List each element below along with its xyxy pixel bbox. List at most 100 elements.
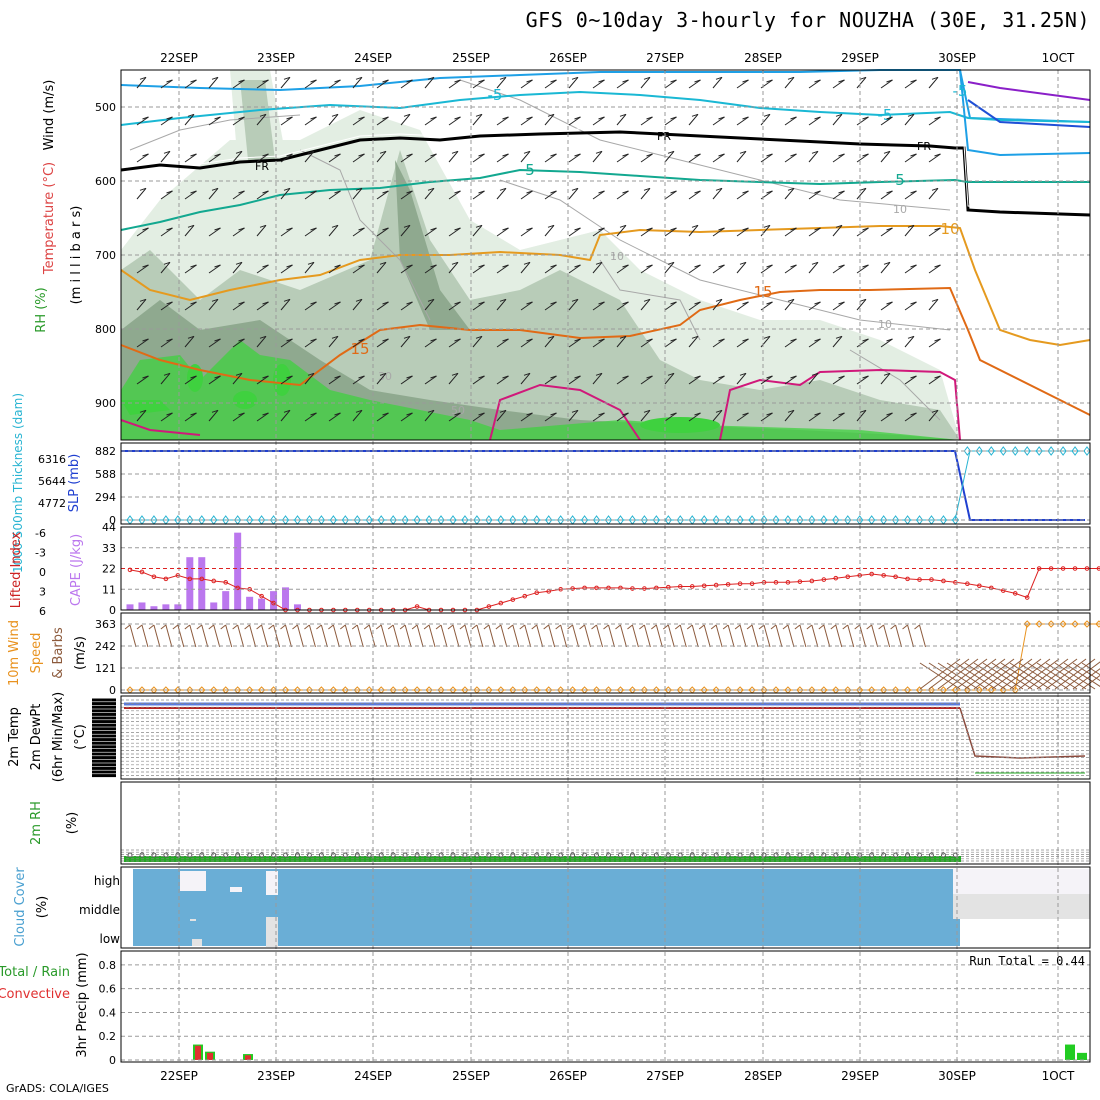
lifted-index-point [821, 577, 827, 582]
wind-speed-point [903, 686, 912, 694]
rh2m-point [558, 852, 564, 858]
wind-barb [136, 298, 147, 311]
wind-barb-10m [1045, 658, 1087, 690]
thickness-marker [1071, 446, 1079, 456]
wind-barb [382, 301, 389, 305]
wind-barb [862, 227, 869, 231]
wind-barb [160, 301, 173, 311]
wind-barb [640, 264, 653, 274]
wind-barb [880, 338, 893, 348]
y-tick-label: 700 [95, 249, 116, 262]
wind-barb-10m [763, 624, 771, 648]
wind-barb [256, 153, 269, 163]
date-label-bottom: 26SEP [549, 1069, 587, 1083]
wind-barb [448, 412, 461, 422]
wind-barb [712, 187, 723, 200]
wind-barb-10m [973, 658, 1015, 690]
wind-barb [595, 261, 603, 265]
rh2m-point [510, 852, 516, 858]
wind-barb-10m [136, 624, 143, 630]
wind-barb [448, 190, 461, 200]
y-tick-label: 11 [102, 583, 116, 596]
wind-barb [238, 190, 245, 194]
wind-barb [907, 113, 915, 117]
wind-barb [670, 338, 677, 342]
slp-line [121, 450, 1085, 521]
wind-barb [400, 264, 413, 274]
wind-barb [904, 412, 917, 422]
wind-barb [856, 264, 869, 274]
wind-barb [304, 338, 317, 348]
thickness-marker [162, 515, 170, 525]
wind-barb [832, 412, 845, 422]
wind-barb [646, 264, 653, 268]
wind-barb-10m [423, 624, 430, 630]
wind-barb [643, 409, 651, 413]
wind-barb [571, 76, 579, 80]
wind-barb-10m [404, 624, 412, 648]
wind-barb [235, 261, 243, 265]
wind-barb [430, 116, 437, 120]
wind-barb [427, 76, 435, 80]
wind-barb [139, 409, 147, 413]
temp-contour-5 [120, 168, 1090, 231]
wind-ylabel-c: & Barbs [51, 627, 66, 679]
wind-barb [568, 338, 581, 348]
wind-barb [856, 338, 869, 348]
wind-barb-10m [847, 624, 855, 648]
wind-barb [454, 227, 461, 231]
wind-barb [163, 150, 171, 154]
wind-barb [832, 153, 845, 163]
rh2m-point [438, 852, 444, 858]
wind-barb-10m [722, 624, 729, 630]
wind-barb [592, 372, 603, 385]
wind-barb [736, 372, 747, 385]
cloud-cover-area [953, 869, 1090, 894]
y-tick-label: 600 [95, 175, 116, 188]
wind-speed-point [413, 686, 421, 694]
cape-bar [222, 591, 230, 610]
wind-barb [904, 113, 915, 126]
cape-bar [126, 604, 134, 610]
wind-barb [256, 301, 269, 311]
wind-barb [184, 264, 197, 274]
wind-barb-10m [691, 624, 699, 648]
rh2m-point [629, 852, 635, 858]
wind-barb [256, 113, 267, 126]
wind-barb [712, 298, 723, 311]
wind-barb [547, 335, 555, 339]
wind-barb [904, 79, 917, 89]
wind-barb-10m [519, 624, 526, 630]
wind-barb [856, 375, 869, 385]
wind-barb-10m [591, 624, 597, 630]
thickness-marker [748, 515, 756, 525]
wind-barb [712, 153, 725, 163]
wind-barb-10m [184, 624, 191, 630]
wind-barb [787, 187, 795, 191]
wind-barb-10m [129, 624, 137, 648]
wind-barb-10m [1009, 658, 1051, 690]
wind-barb [688, 153, 701, 163]
wind-barb [454, 338, 461, 342]
wind-barb [742, 227, 749, 231]
wind-barb [328, 375, 341, 385]
wind-barb-10m [698, 624, 705, 630]
wind-barb [931, 76, 939, 80]
cape-bar [282, 587, 290, 610]
rh2m-point [534, 852, 540, 858]
wind-barb [790, 264, 797, 268]
wind-barb-10m [160, 624, 167, 630]
wind-barb [598, 338, 605, 342]
wind-barb [310, 338, 317, 342]
wind-barb [886, 412, 893, 416]
wind-barb [931, 298, 939, 302]
wind-barb [166, 301, 173, 305]
wind-speed-point [449, 686, 457, 694]
wind-barb [280, 227, 293, 237]
wind-barb [616, 190, 629, 200]
wind-barb [139, 187, 147, 191]
rh2m-point [594, 852, 600, 858]
wind-barb-10m [375, 624, 382, 630]
wind-barb [592, 79, 605, 89]
rh2m-point [211, 852, 217, 858]
